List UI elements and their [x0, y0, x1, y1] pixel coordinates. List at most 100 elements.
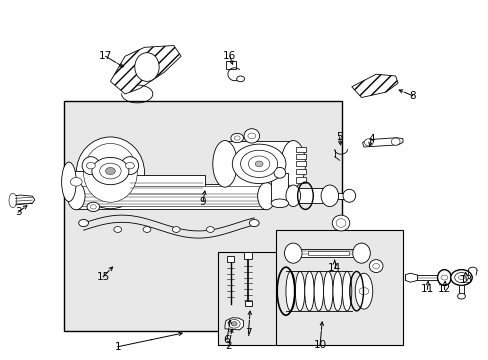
Text: 10: 10 [313, 340, 326, 350]
Ellipse shape [284, 243, 302, 263]
Circle shape [114, 226, 122, 232]
Ellipse shape [295, 271, 304, 311]
Text: 14: 14 [327, 263, 341, 273]
Ellipse shape [342, 271, 351, 311]
Ellipse shape [304, 271, 313, 311]
Bar [217, 252, 281, 345]
Ellipse shape [244, 129, 259, 143]
Ellipse shape [332, 271, 342, 311]
Text: 12: 12 [437, 284, 450, 294]
Ellipse shape [352, 243, 369, 263]
Bar [307, 251, 348, 255]
Ellipse shape [61, 162, 76, 202]
Text: 5: 5 [336, 132, 342, 142]
Ellipse shape [313, 271, 323, 311]
Polygon shape [351, 74, 397, 98]
Circle shape [87, 202, 100, 212]
Text: 4: 4 [367, 134, 374, 144]
Bar [458, 285, 463, 296]
Circle shape [234, 136, 240, 140]
Ellipse shape [228, 319, 240, 328]
Bar [91, 176, 135, 196]
Ellipse shape [67, 183, 85, 210]
Polygon shape [11, 195, 35, 205]
Text: 16: 16 [223, 51, 236, 61]
Bar [327, 193, 348, 199]
Bar [271, 173, 288, 203]
Ellipse shape [342, 189, 355, 202]
Ellipse shape [76, 137, 144, 209]
Bar [293, 249, 361, 257]
Ellipse shape [257, 183, 275, 210]
Ellipse shape [354, 273, 372, 309]
Circle shape [372, 264, 379, 269]
Circle shape [100, 163, 121, 179]
Text: 11: 11 [420, 284, 433, 294]
Circle shape [79, 220, 88, 226]
Circle shape [230, 134, 243, 143]
Ellipse shape [9, 193, 17, 208]
Circle shape [454, 273, 468, 283]
Ellipse shape [368, 260, 382, 273]
Text: 2: 2 [225, 341, 232, 351]
Ellipse shape [335, 219, 345, 227]
Text: 1: 1 [114, 342, 121, 352]
Ellipse shape [212, 140, 237, 187]
Bar [276, 230, 402, 345]
Bar [244, 252, 252, 259]
Bar [244, 301, 251, 306]
Ellipse shape [231, 321, 237, 326]
Circle shape [249, 220, 259, 226]
Text: 13: 13 [459, 275, 472, 285]
Bar [64, 101, 341, 330]
Ellipse shape [83, 143, 137, 202]
Ellipse shape [323, 271, 332, 311]
Circle shape [458, 275, 464, 280]
Ellipse shape [437, 270, 450, 285]
Bar [78, 186, 264, 206]
Circle shape [92, 157, 129, 185]
Ellipse shape [390, 138, 399, 145]
Circle shape [172, 226, 180, 232]
Ellipse shape [270, 199, 288, 208]
Bar [295, 154, 306, 159]
Bar [69, 171, 88, 193]
Circle shape [143, 226, 151, 232]
Circle shape [457, 293, 465, 299]
Circle shape [206, 226, 214, 232]
Bar [293, 188, 329, 203]
Polygon shape [405, 273, 417, 282]
Bar [127, 175, 205, 200]
Circle shape [240, 150, 277, 177]
Circle shape [86, 162, 95, 169]
Text: 7: 7 [244, 328, 251, 338]
Bar [227, 256, 234, 262]
Ellipse shape [364, 139, 372, 146]
Bar [295, 168, 306, 174]
Bar [405, 275, 453, 280]
Text: 8: 8 [408, 91, 415, 101]
Circle shape [358, 288, 368, 295]
Circle shape [440, 275, 447, 280]
Text: 6: 6 [223, 334, 230, 345]
Circle shape [255, 161, 263, 167]
Bar [295, 177, 306, 183]
Text: 3: 3 [15, 207, 21, 217]
Circle shape [105, 167, 115, 175]
Ellipse shape [121, 157, 139, 175]
Circle shape [70, 177, 82, 186]
Circle shape [125, 162, 134, 169]
Circle shape [90, 205, 96, 209]
Text: 9: 9 [199, 197, 206, 207]
Text: 15: 15 [96, 272, 109, 282]
Circle shape [232, 144, 285, 184]
Ellipse shape [285, 185, 300, 207]
Bar [226, 61, 236, 69]
Polygon shape [110, 45, 181, 94]
Text: 17: 17 [99, 51, 112, 61]
Polygon shape [362, 138, 402, 147]
Ellipse shape [331, 215, 349, 231]
Circle shape [247, 133, 255, 139]
Ellipse shape [281, 140, 305, 187]
Bar [224, 140, 293, 187]
